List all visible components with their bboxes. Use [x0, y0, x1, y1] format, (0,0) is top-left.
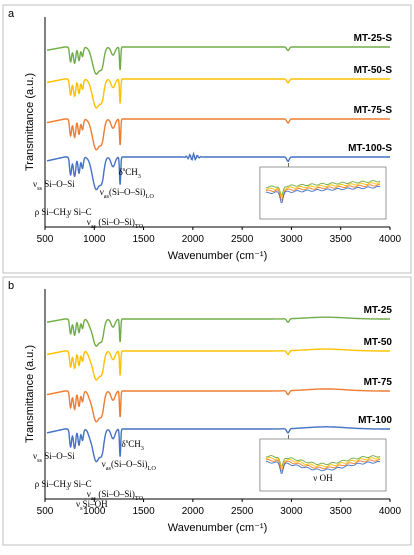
x-tick-label: 2000	[182, 506, 205, 517]
x-tick-label: 1000	[83, 234, 106, 245]
inset-zoom	[259, 166, 387, 220]
x-tick-label: 1500	[132, 234, 155, 245]
panel-label: b	[8, 280, 14, 292]
peak-annotation: δsCH3	[122, 438, 144, 452]
x-tick-label: 2500	[231, 506, 254, 517]
x-tick-label: 3000	[280, 506, 303, 517]
panel-frame	[2, 276, 412, 546]
x-axis-label: Wavenumber (cm⁻¹)	[168, 250, 268, 262]
series-line-mt-50-s	[46, 78, 390, 109]
x-tick-label: 4000	[379, 506, 402, 517]
peak-annotation: νss Si–O–Si	[33, 451, 75, 464]
peak-annotation: ρ Si–CH3	[35, 479, 69, 492]
peak-annotation: νas (Si–O–Si)TO	[87, 489, 144, 502]
x-tick-label: 3000	[280, 234, 303, 245]
peak-annotation: ν Si–C	[67, 479, 91, 489]
x-tick-label: 1000	[83, 506, 106, 517]
x-axis-label: Wavenumber (cm⁻¹)	[168, 522, 268, 534]
inset-series-line	[265, 458, 381, 472]
series-label: MT-50	[364, 337, 393, 348]
series-label: MT-25	[364, 305, 393, 316]
x-tick-label: 2000	[182, 234, 205, 245]
x-tick-label: 500	[37, 234, 54, 245]
series-line-mt-100-s	[46, 151, 390, 191]
series-line-mt-100	[46, 426, 390, 463]
inset-series-line	[265, 180, 381, 196]
series-label: MT-25-S	[354, 33, 393, 44]
inset-series-line	[265, 455, 381, 467]
peak-annotation: νss Si–O–Si	[33, 179, 75, 192]
panel-label: a	[8, 8, 15, 20]
series-line-mt-25-s	[47, 46, 390, 75]
x-tick-label: 3500	[330, 506, 353, 517]
series-label: MT-50-S	[354, 65, 393, 76]
series-line-mt-75-s	[46, 118, 390, 151]
y-axis-label: Transmittance (a.u.)	[24, 73, 36, 171]
inset-series-line	[265, 460, 381, 474]
x-tick-label: 4000	[379, 234, 402, 245]
peak-annotation: νas (Si–O–Si)TO	[87, 217, 144, 230]
series-line-mt-75	[46, 388, 390, 423]
series-label: MT-100-S	[348, 143, 392, 154]
peak-annotation: δsCH3	[119, 166, 141, 180]
peak-annotation: ν Si–C	[67, 207, 91, 217]
inset-series-line	[265, 182, 381, 198]
x-tick-label: 3500	[330, 234, 353, 245]
inset-series-line	[265, 457, 381, 470]
peak-annotation: νsSi–OH	[76, 499, 108, 512]
x-tick-label: 1500	[132, 506, 155, 517]
inset-series-line	[265, 185, 381, 203]
peak-annotation: ρ Si–CH3	[35, 207, 69, 220]
peak-annotation: νas(Si–O–Si)LO	[100, 187, 155, 200]
series-label: MT-75	[364, 377, 393, 388]
y-axis-label: Transmittance (a.u.)	[24, 345, 36, 443]
inset-series-line	[265, 183, 381, 201]
chart-panel-b: b 500 1000 1500 2000 2500 3000 3500 4000 Wavenumb…	[2, 276, 412, 546]
series-line-mt-25	[47, 316, 390, 347]
series-label: MT-100	[358, 415, 392, 426]
inset-zoom: ν OH	[259, 438, 387, 492]
inset-annotation-oh: ν OH	[313, 473, 333, 483]
series-line-mt-50	[46, 348, 390, 381]
x-tick-label: 2500	[231, 234, 254, 245]
x-tick-label: 500	[37, 506, 54, 517]
peak-annotation: νas(Si–O–Si)LO	[102, 459, 157, 472]
panel-frame	[2, 4, 412, 274]
series-label: MT-75-S	[354, 105, 393, 116]
chart-panel-a: a 500 1000 1500 2000 2500 3000 3500 4000 Wavenumb…	[2, 4, 412, 274]
